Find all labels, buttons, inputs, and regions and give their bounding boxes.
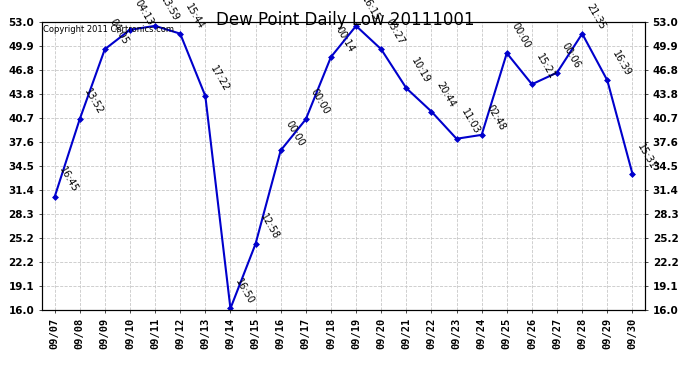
Text: 17:22: 17:22 — [208, 64, 231, 93]
Text: Copyright 2011 Cartronics.com: Copyright 2011 Cartronics.com — [43, 25, 174, 34]
Text: 16:15: 16:15 — [359, 0, 382, 23]
Text: 00:06: 00:06 — [560, 41, 582, 70]
Text: 21:35: 21:35 — [585, 2, 608, 31]
Text: 20:44: 20:44 — [434, 80, 457, 109]
Text: 13:52: 13:52 — [83, 87, 105, 117]
Text: 00:00: 00:00 — [510, 21, 532, 50]
Text: Dew Point Daily Low 20111001: Dew Point Daily Low 20111001 — [216, 11, 474, 29]
Text: 10:19: 10:19 — [409, 56, 432, 86]
Text: 11:03: 11:03 — [460, 107, 482, 136]
Text: 00:00: 00:00 — [308, 87, 331, 117]
Text: 16:39: 16:39 — [610, 49, 633, 78]
Text: 00:14: 00:14 — [334, 25, 356, 54]
Text: 04:05: 04:05 — [108, 17, 130, 46]
Text: 15:44: 15:44 — [183, 2, 206, 31]
Text: 16:50: 16:50 — [233, 276, 256, 306]
Text: 00:00: 00:00 — [284, 118, 306, 148]
Text: 16:45: 16:45 — [57, 165, 80, 194]
Text: 13:59: 13:59 — [158, 0, 181, 23]
Text: 04:13: 04:13 — [132, 0, 155, 27]
Text: 03:27: 03:27 — [384, 17, 406, 46]
Text: 15:21: 15:21 — [535, 52, 558, 81]
Text: 12:58: 12:58 — [258, 212, 281, 241]
Text: 02:48: 02:48 — [484, 103, 507, 132]
Text: 15:31: 15:31 — [635, 142, 658, 171]
